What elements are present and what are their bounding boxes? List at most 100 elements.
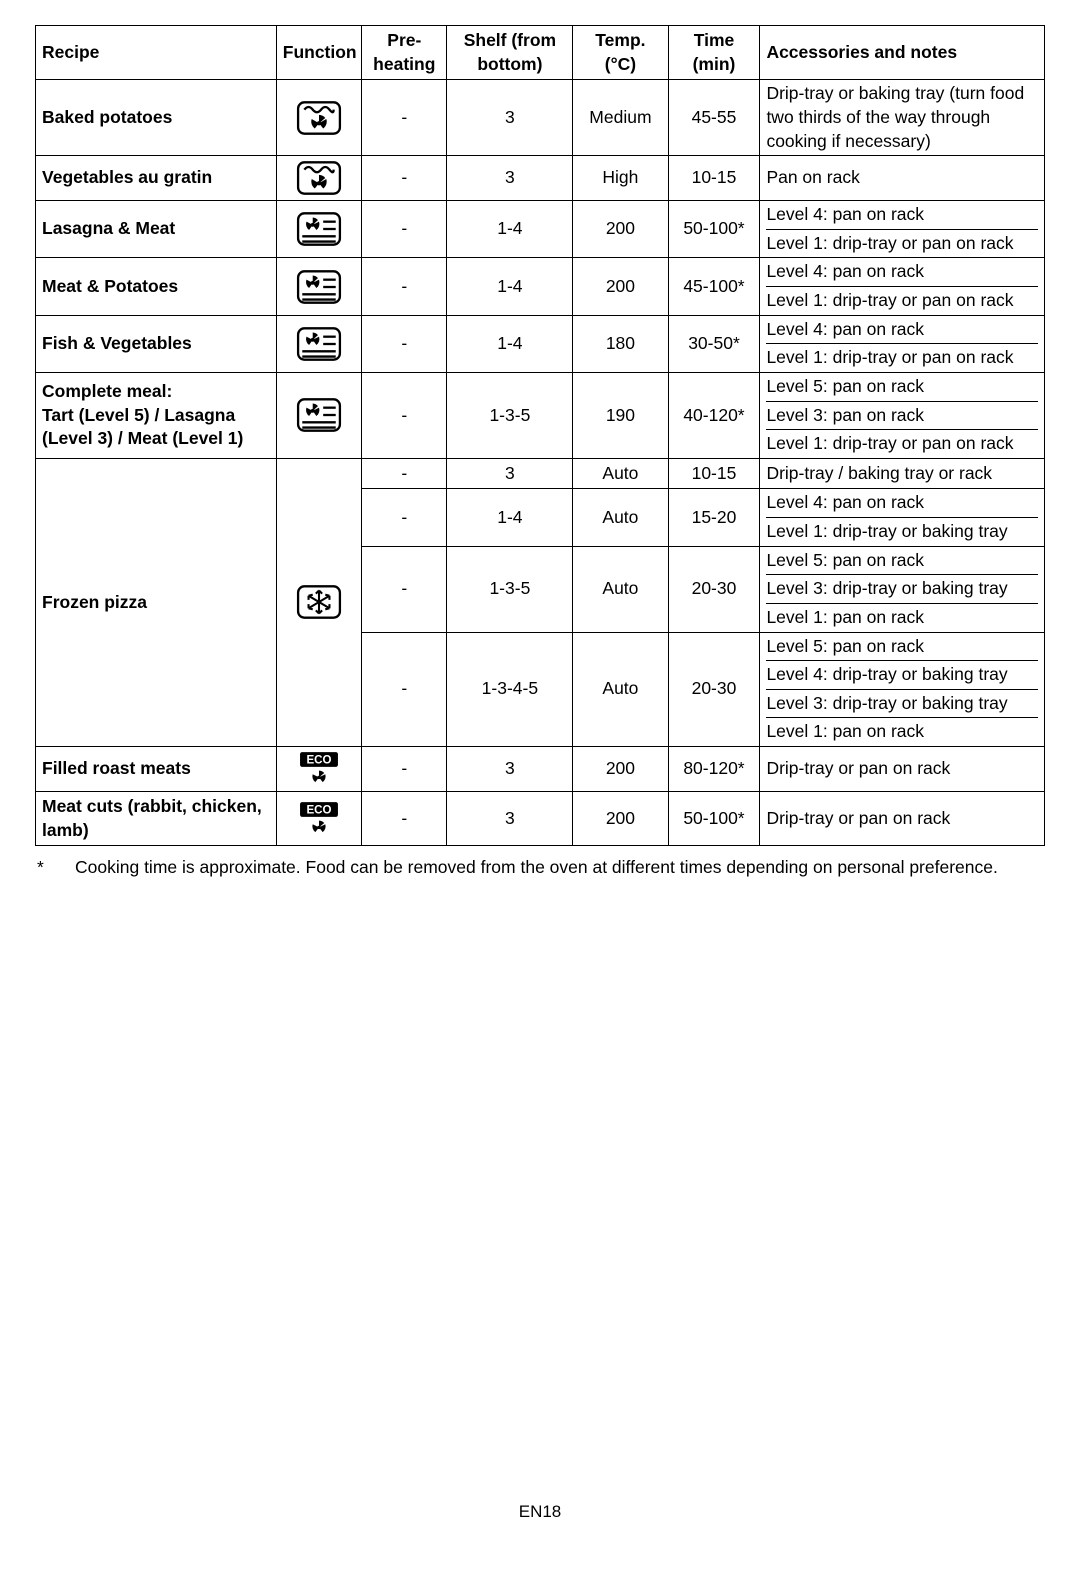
cell-function <box>276 201 361 258</box>
cell-temp: Auto <box>573 546 668 632</box>
cell-preheating: - <box>362 792 447 846</box>
cell-notes: Level 4: pan on rackLevel 1: drip-tray o… <box>760 489 1045 546</box>
note-line: Level 4: pan on rack <box>766 258 1038 286</box>
cell-notes: Level 4: pan on rackLevel 1: drip-tray o… <box>760 315 1045 372</box>
cell-temp: 200 <box>573 258 668 315</box>
cell-function <box>276 258 361 315</box>
cell-shelf: 3 <box>447 792 573 846</box>
cell-time: 20-30 <box>668 546 760 632</box>
multi-level-icon <box>296 326 342 362</box>
cell-time: 45-55 <box>668 80 760 156</box>
col-shelf: Shelf (from bottom) <box>447 26 573 80</box>
table-header-row: Recipe Function Pre-heating Shelf (from … <box>36 26 1045 80</box>
cell-recipe: Filled roast meats <box>36 747 277 792</box>
cell-recipe: Frozen pizza <box>36 458 277 746</box>
table-row: Filled roast meats-320080-120*Drip-tray … <box>36 747 1045 792</box>
grill-fan-icon <box>296 160 342 196</box>
cooking-table: Recipe Function Pre-heating Shelf (from … <box>35 25 1045 846</box>
cell-preheating: - <box>362 315 447 372</box>
cell-function <box>276 458 361 746</box>
cell-preheating: - <box>362 156 447 201</box>
cell-shelf: 1-4 <box>447 258 573 315</box>
cell-shelf: 1-4 <box>447 201 573 258</box>
multi-level-icon <box>296 211 342 247</box>
cell-notes: Level 4: pan on rackLevel 1: drip-tray o… <box>760 201 1045 258</box>
cell-shelf: 3 <box>447 747 573 792</box>
grill-fan-icon <box>296 100 342 136</box>
cell-time: 50-100* <box>668 792 760 846</box>
cell-notes: Drip-tray or pan on rack <box>760 792 1045 846</box>
cell-time: 45-100* <box>668 258 760 315</box>
cell-temp: High <box>573 156 668 201</box>
cell-temp: Auto <box>573 489 668 546</box>
cell-shelf: 3 <box>447 458 573 489</box>
col-preheating: Pre-heating <box>362 26 447 80</box>
cell-function <box>276 372 361 458</box>
cell-time: 10-15 <box>668 458 760 489</box>
cell-notes: Drip-tray or baking tray (turn food two … <box>760 80 1045 156</box>
cell-preheating: - <box>362 747 447 792</box>
cell-recipe: Vegetables au gratin <box>36 156 277 201</box>
note-line: Level 4: pan on rack <box>766 316 1038 344</box>
footnote: * Cooking time is approximate. Food can … <box>35 856 1045 880</box>
col-temp: Temp. (°C) <box>573 26 668 80</box>
cell-shelf: 1-3-4-5 <box>447 632 573 747</box>
cell-temp: Auto <box>573 458 668 489</box>
page-number: EN18 <box>35 1502 1045 1522</box>
eco-icon <box>299 801 339 837</box>
note-line: Level 5: pan on rack <box>766 547 1038 575</box>
note-line: Level 1: drip-tray or pan on rack <box>766 286 1038 315</box>
frozen-icon <box>296 584 342 620</box>
cell-function <box>276 156 361 201</box>
note-line: Level 1: drip-tray or pan on rack <box>766 343 1038 372</box>
cell-time: 40-120* <box>668 372 760 458</box>
cell-preheating: - <box>362 489 447 546</box>
cell-time: 20-30 <box>668 632 760 747</box>
cell-time: 50-100* <box>668 201 760 258</box>
cell-notes: Level 5: pan on rackLevel 3: pan on rack… <box>760 372 1045 458</box>
cell-preheating: - <box>362 458 447 489</box>
cell-preheating: - <box>362 80 447 156</box>
cell-preheating: - <box>362 258 447 315</box>
cell-notes: Level 5: pan on rackLevel 3: drip-tray o… <box>760 546 1045 632</box>
table-row: Baked potatoes -3Medium45-55Drip-tray or … <box>36 80 1045 156</box>
col-time: Time (min) <box>668 26 760 80</box>
eco-icon <box>299 751 339 787</box>
cell-recipe: Baked potatoes <box>36 80 277 156</box>
cell-temp: 200 <box>573 201 668 258</box>
cell-notes: Level 4: pan on rackLevel 1: drip-tray o… <box>760 258 1045 315</box>
cell-function <box>276 747 361 792</box>
cell-function <box>276 792 361 846</box>
cell-time: 80-120* <box>668 747 760 792</box>
cell-recipe: Lasagna & Meat <box>36 201 277 258</box>
cell-recipe: Meat & Potatoes <box>36 258 277 315</box>
note-line: Level 4: drip-tray or baking tray <box>766 660 1038 689</box>
table-row: Frozen pizza-3Auto10-15Drip-tray / bakin… <box>36 458 1045 489</box>
cell-shelf: 1-3-5 <box>447 372 573 458</box>
note-line: Level 1: drip-tray or baking tray <box>766 517 1038 546</box>
cell-notes: Drip-tray / baking tray or rack <box>760 458 1045 489</box>
multi-level-icon <box>296 269 342 305</box>
note-line: Level 1: drip-tray or pan on rack <box>766 429 1038 458</box>
footnote-marker: * <box>35 856 75 880</box>
cell-function <box>276 80 361 156</box>
cell-temp: 200 <box>573 792 668 846</box>
note-line: Level 3: drip-tray or baking tray <box>766 574 1038 603</box>
cell-shelf: 1-4 <box>447 489 573 546</box>
cell-shelf: 3 <box>447 80 573 156</box>
cell-temp: Auto <box>573 632 668 747</box>
cell-time: 30-50* <box>668 315 760 372</box>
cell-recipe: Meat cuts (rabbit, chicken, lamb) <box>36 792 277 846</box>
cell-time: 10-15 <box>668 156 760 201</box>
cell-temp: Medium <box>573 80 668 156</box>
table-row: Complete meal:Tart (Level 5) / Lasagna (… <box>36 372 1045 458</box>
cell-preheating: - <box>362 201 447 258</box>
table-row: Meat & Potatoes -1-420045-100*Level 4: pa… <box>36 258 1045 315</box>
col-recipe: Recipe <box>36 26 277 80</box>
table-row: Vegetables au gratin-3High10-15Pan on ra… <box>36 156 1045 201</box>
footnote-text: Cooking time is approximate. Food can be… <box>75 856 998 880</box>
note-line: Level 4: pan on rack <box>766 201 1038 229</box>
cell-temp: 180 <box>573 315 668 372</box>
note-line: Level 5: pan on rack <box>766 633 1038 661</box>
cell-notes: Level 5: pan on rackLevel 4: drip-tray o… <box>760 632 1045 747</box>
